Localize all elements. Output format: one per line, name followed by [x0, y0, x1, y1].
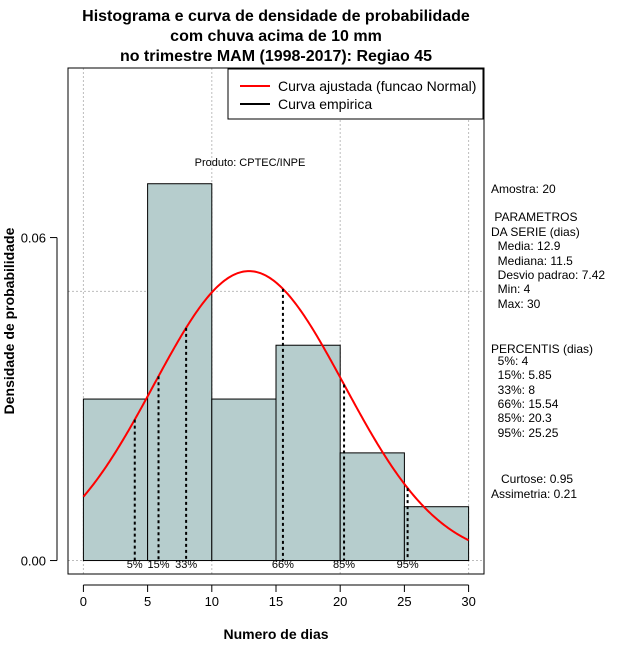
percentile-label-0: 5%	[127, 559, 143, 571]
x-tick-label-5: 25	[397, 594, 411, 609]
x-tick-label-0: 0	[80, 594, 87, 609]
stat-line-10: 15%: 5.85	[491, 368, 552, 382]
stat-line-14: 95%: 25.25	[491, 426, 559, 440]
percentile-markers: 5% 15% 33% 66% 85% 95%	[127, 288, 419, 571]
legend: Curva ajustada (funcao Normal) Curva emp…	[227, 68, 484, 120]
legend-label-empirical: Curva empirica	[278, 96, 372, 112]
stat-line-0: Amostra: 20	[491, 182, 556, 196]
chart-title-line-2: com chuva acima de 10 mm	[170, 28, 382, 45]
stat-line-11: 33%: 8	[491, 383, 535, 397]
y-tick-label-0: 0.00	[21, 554, 46, 569]
percentile-label-5: 95%	[397, 559, 419, 571]
histogram-bar-5	[403, 506, 470, 562]
stat-line-9: 5%: 4	[491, 354, 529, 368]
stat-line-8: PERCENTIS (dias)	[491, 342, 593, 356]
x-axis-title: Numero de dias	[223, 626, 328, 642]
x-tick-label-3: 15	[269, 594, 283, 609]
plot-frame	[67, 67, 485, 575]
chart-title-line-1: Histograma e curva de densidade de proba…	[82, 8, 470, 25]
stat-line-16: Assimetria: 0.21	[491, 487, 577, 501]
y-tick-label-1: 0.06	[21, 231, 46, 246]
stat-line-15: Curtose: 0.95	[491, 472, 573, 486]
stat-line-6: Min: 4	[491, 282, 531, 296]
x-tick-label-4: 20	[333, 594, 347, 609]
stat-line-5: Desvio padrao: 7.42	[491, 268, 605, 282]
stat-line-7: Max: 30	[491, 297, 541, 311]
stat-line-1: PARAMETROS	[491, 210, 577, 224]
percentile-label-1: 15%	[148, 559, 170, 571]
product-annotation: Produto: CPTEC/INPE	[195, 157, 306, 169]
histogram-bar-1	[147, 183, 213, 562]
normal-curve	[82, 270, 470, 542]
legend-box	[227, 68, 484, 120]
x-tick-label-2: 10	[205, 594, 219, 609]
stat-line-12: 66%: 15.54	[491, 397, 559, 411]
histogram-bar-2	[211, 398, 277, 562]
y-axis-title: Densidade de probabilidade	[1, 227, 17, 414]
stat-line-3: Media: 12.9	[491, 239, 561, 253]
stat-line-4: Mediana: 11.5	[491, 254, 573, 268]
histogram-bar-0	[82, 398, 149, 562]
percentile-label-3: 66%	[272, 559, 294, 571]
percentile-label-2: 33%	[175, 559, 197, 571]
percentile-label-4: 85%	[333, 559, 355, 571]
histogram-bar-3	[275, 344, 341, 562]
stat-line-13: 85%: 20.3	[491, 411, 552, 425]
chart-title-line-3: no trimestre MAM (1998-2017): Regiao 45	[120, 48, 432, 65]
x-tick-label-1: 5	[144, 594, 151, 609]
axes: 0 5 10 15 20 25 30 0.00 0.06	[21, 231, 476, 609]
histogram-bars	[82, 183, 470, 562]
normal-curve-layer	[82, 270, 470, 542]
x-tick-label-6: 30	[461, 594, 475, 609]
legend-label-fitted: Curva ajustada (funcao Normal)	[278, 78, 476, 94]
stat-line-2: DA SERIE (dias)	[491, 225, 580, 239]
